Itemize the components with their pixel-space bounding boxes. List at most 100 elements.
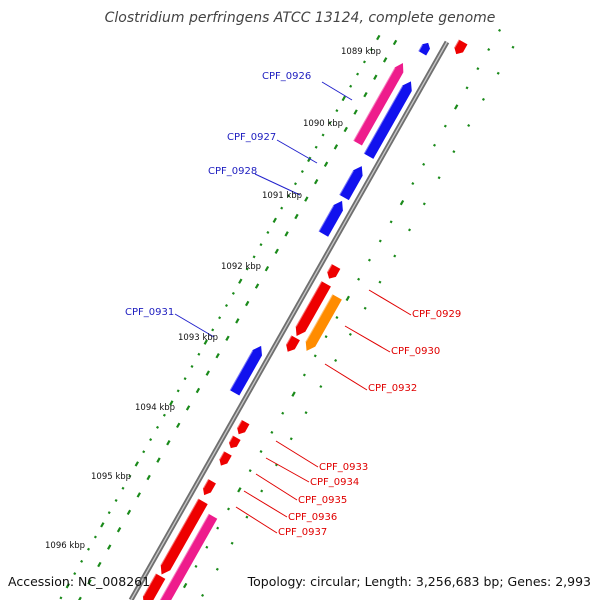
gc-dot xyxy=(378,239,382,243)
gc-dot xyxy=(65,583,71,589)
gc-dot xyxy=(254,283,260,289)
gene-label-cpf-0932[interactable]: CPF_0932 xyxy=(368,383,417,394)
gc-dot xyxy=(498,28,502,32)
gc-dot xyxy=(205,370,210,376)
gc-dot xyxy=(237,487,242,493)
gc-dot xyxy=(252,255,256,259)
gene-label-cpf-0926[interactable]: CPF_0926 xyxy=(262,71,311,82)
gc-dot xyxy=(343,126,348,133)
gc-dot xyxy=(195,387,201,394)
gc-dot xyxy=(245,300,250,307)
gene-label-cpf-0936[interactable]: CPF_0936 xyxy=(288,512,337,523)
gc-dot xyxy=(248,469,252,473)
gc-dot xyxy=(376,34,381,41)
leader-line-cpf-0933 xyxy=(275,440,319,468)
gene-feature-blue-small[interactable] xyxy=(417,42,430,56)
gc-dot xyxy=(399,199,405,206)
gc-dot xyxy=(149,438,153,442)
gc-dot xyxy=(300,170,304,174)
gc-dot xyxy=(321,133,325,137)
gene-feature-cpf-0929[interactable] xyxy=(294,280,331,337)
gc-dot xyxy=(156,425,160,429)
gc-dot xyxy=(287,194,291,198)
leader-line-cpf-0930 xyxy=(344,325,391,353)
gene-label-cpf-0928[interactable]: CPF_0928 xyxy=(208,166,257,177)
gc-dot xyxy=(116,527,122,533)
gene-feature-cpf-0935[interactable] xyxy=(218,450,232,466)
gc-dot xyxy=(87,547,91,551)
tick-label-1092: 1092 kbp xyxy=(221,262,261,272)
gene-feature-cpf-0928-b[interactable] xyxy=(317,200,343,237)
gc-dot xyxy=(203,339,208,345)
gc-dot xyxy=(333,144,339,150)
gene-feature-cpf-0931[interactable] xyxy=(228,345,262,396)
gene-label-cpf-0937[interactable]: CPF_0937 xyxy=(278,527,327,538)
leader-line-cpf-0934 xyxy=(265,457,310,483)
gc-dot xyxy=(183,377,187,381)
gene-label-cpf-0930[interactable]: CPF_0930 xyxy=(391,346,440,357)
gene-label-cpf-0933[interactable]: CPF_0933 xyxy=(319,462,368,473)
gc-dot xyxy=(274,248,279,255)
gene-features xyxy=(142,38,468,600)
gc-dot xyxy=(363,91,368,98)
gene-feature-cpf-0930[interactable] xyxy=(304,293,342,351)
gc-dot xyxy=(319,385,323,389)
gc-dot xyxy=(224,304,228,308)
gene-feature-top-red[interactable] xyxy=(453,38,468,55)
gc-dot xyxy=(100,522,105,528)
leader-line-cpf-0935 xyxy=(255,473,298,501)
gene-feature-cpf-0927[interactable] xyxy=(362,81,412,159)
gene-label-cpf-0931[interactable]: CPF_0931 xyxy=(125,307,174,318)
gc-dot xyxy=(302,373,306,377)
gc-dot xyxy=(323,161,329,167)
gene-feature-cpf-0936[interactable] xyxy=(202,478,216,496)
gc-dot xyxy=(411,182,415,186)
gc-dot xyxy=(348,332,352,336)
gc-dot xyxy=(126,509,132,516)
gc-dot xyxy=(136,492,141,498)
gc-dot xyxy=(443,124,447,128)
gene-feature-cpf-0926-pink[interactable] xyxy=(352,63,404,146)
gc-dot xyxy=(201,593,205,597)
gc-dot xyxy=(328,121,332,125)
gene-feature-cpf-0933[interactable] xyxy=(236,419,250,435)
gc-dot xyxy=(272,217,277,224)
gc-dot xyxy=(422,162,426,166)
accession-text: Accession: NC_008261 xyxy=(8,574,151,589)
gene-feature-cpf-0934[interactable] xyxy=(228,435,241,449)
gc-dot-tracks xyxy=(59,28,515,600)
gc-dot xyxy=(225,335,230,342)
gc-dot xyxy=(437,176,441,180)
gc-dot xyxy=(422,202,426,206)
gc-dot xyxy=(182,582,188,589)
gc-dot xyxy=(190,364,194,368)
tick-label-1093: 1093 kbp xyxy=(178,333,218,343)
gc-dot xyxy=(313,354,317,358)
gene-feature-red-lower[interactable] xyxy=(142,573,166,600)
gene-feature-pink-lower[interactable] xyxy=(157,513,218,600)
gene-label-cpf-0934[interactable]: CPF_0934 xyxy=(310,477,359,488)
gc-dot xyxy=(107,511,111,515)
tick-label-1090: 1090 kbp xyxy=(303,119,343,129)
gene-label-cpf-0929[interactable]: CPF_0929 xyxy=(412,309,461,320)
gene-feature-cpf-0932-small[interactable] xyxy=(285,334,300,352)
gc-dot xyxy=(467,124,471,128)
gc-dot xyxy=(134,461,139,467)
gc-dot xyxy=(433,143,436,147)
gene-label-cpf-0927[interactable]: CPF_0927 xyxy=(227,132,276,143)
gc-dot xyxy=(245,515,249,519)
gc-dot xyxy=(235,318,240,324)
gene-label-cpf-0935[interactable]: CPF_0935 xyxy=(298,495,347,506)
gc-dot xyxy=(238,278,243,284)
leader-line-cpf-0928 xyxy=(254,173,301,196)
gc-dot xyxy=(324,335,328,339)
gene-feature-cpf-0928-a[interactable] xyxy=(338,166,363,201)
leader-line-cpf-0931 xyxy=(174,313,215,338)
tick-label-1089: 1089 kbp xyxy=(341,47,381,57)
gc-dot xyxy=(356,72,360,76)
gc-dot xyxy=(389,220,393,224)
gene-feature-cpf-0937[interactable] xyxy=(159,498,208,575)
gc-dot xyxy=(270,430,274,434)
gc-dot xyxy=(307,156,312,163)
gene-feature-cpf-0929-small[interactable] xyxy=(326,263,341,279)
